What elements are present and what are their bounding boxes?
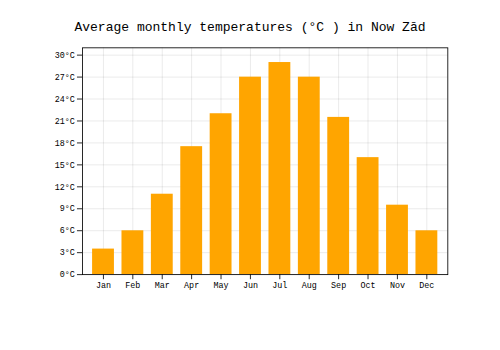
svg-text:May: May — [213, 281, 228, 291]
svg-text:27°C: 27°C — [55, 73, 75, 83]
svg-text:Sep: Sep — [331, 281, 346, 291]
svg-text:15°C: 15°C — [55, 161, 75, 171]
svg-text:Dec: Dec — [419, 281, 434, 291]
svg-text:6°C: 6°C — [60, 226, 75, 236]
svg-text:24°C: 24°C — [55, 95, 75, 105]
html-text:Average monthly temperatures (: Average monthly temperatures (°C ) in No… — [74, 20, 426, 35]
svg-text:30°C: 30°C — [55, 51, 75, 61]
svg-text:Apr: Apr — [184, 281, 199, 291]
svg-text:3°C: 3°C — [60, 248, 75, 258]
svg-text:Oct: Oct — [360, 281, 375, 291]
svg-text:Feb: Feb — [125, 281, 140, 291]
svg-text:Jun: Jun — [243, 281, 258, 291]
svg-text:Mar: Mar — [155, 281, 170, 291]
svg-text:Jan: Jan — [96, 281, 111, 291]
svg-text:Nov: Nov — [390, 281, 405, 291]
svg-text:0°C: 0°C — [60, 270, 75, 280]
svg-text:12°C: 12°C — [55, 183, 75, 193]
svg-text:Aug: Aug — [302, 281, 317, 291]
svg-text:21°C: 21°C — [55, 117, 75, 127]
svg-text:18°C: 18°C — [55, 139, 75, 149]
svg-text:Jul: Jul — [272, 281, 287, 291]
svg-text:9°C: 9°C — [60, 204, 75, 214]
